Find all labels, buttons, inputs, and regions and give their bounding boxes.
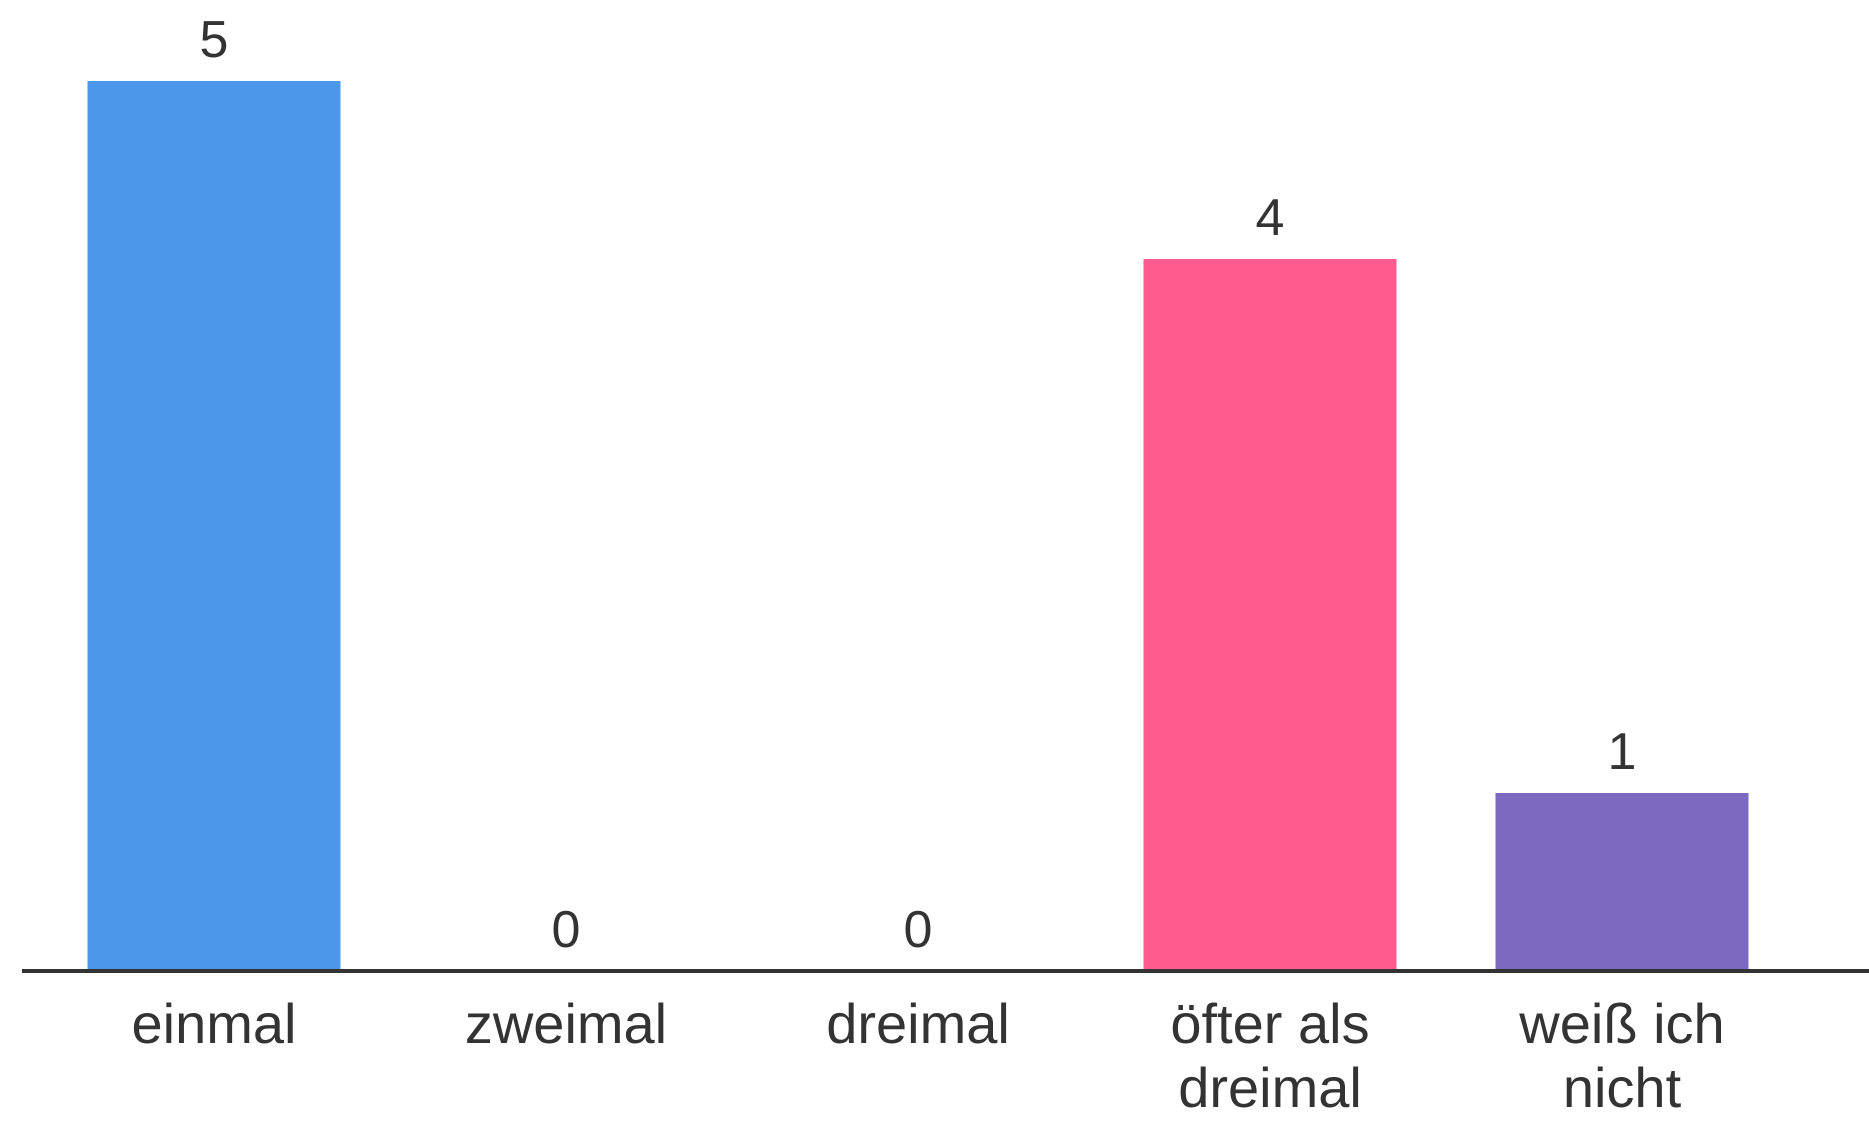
category-label-1: zweimal bbox=[465, 992, 667, 1055]
category-label-0: einmal bbox=[132, 992, 297, 1055]
value-label-4: 1 bbox=[1608, 723, 1637, 781]
value-label-2: 0 bbox=[904, 901, 933, 959]
bars-group bbox=[87, 81, 1749, 971]
value-label-0: 5 bbox=[200, 11, 229, 69]
bar-3 bbox=[1143, 259, 1397, 971]
bar-0 bbox=[87, 81, 341, 971]
category-label-3: öfter als dreimal bbox=[1170, 992, 1369, 1119]
value-labels-group: 5 0 0 4 1 bbox=[200, 11, 1637, 959]
category-label-2: dreimal bbox=[826, 992, 1010, 1055]
value-label-1: 0 bbox=[552, 901, 581, 959]
category-labels-group: einmal zweimal dreimal öfter als dreimal weiß… bbox=[132, 992, 1725, 1119]
bar-4 bbox=[1495, 793, 1749, 971]
value-label-3: 4 bbox=[1256, 189, 1285, 247]
category-label-4: weiß ich nicht bbox=[1518, 992, 1724, 1119]
